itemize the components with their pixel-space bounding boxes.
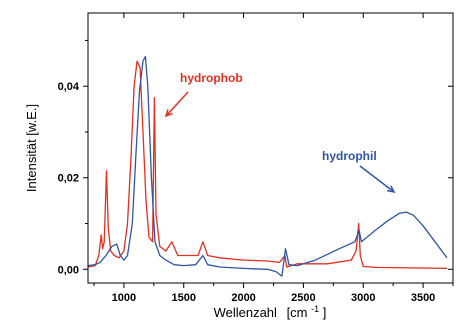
x-tick-label: 2500 [291,292,315,304]
x-axis-label: Wellenzahl [cm -1 ] [214,300,327,320]
x-tick-label: 1500 [171,292,195,304]
hydrophob-arrow-head [164,109,173,118]
x-tick-label: 1000 [112,292,136,304]
hydrophob-arrow [165,91,189,117]
hydrophil-arrow-head [386,185,396,194]
x-axis-label-main: Wellenzahl [214,305,277,320]
series-line-hydrophob [87,60,448,270]
x-tick-label: 2000 [231,292,255,304]
y-tick-label: 0,00 [58,264,79,276]
x-axis-label-unit: [cm [287,305,308,320]
y-tick-label: 0,02 [58,173,79,185]
x-axis-label-unit-sup: -1 [311,304,319,314]
hydrophil-annotation: hydrophil [322,149,377,163]
x-axis-label-unit-close: ] [323,305,327,320]
x-tick-label: 3000 [351,292,375,304]
hydrophil-arrow [359,165,395,193]
hydrophob-annotation: hydrophob [180,71,243,85]
y-axis-label: Intensität [w.E.] [24,104,39,192]
series-line-hydrophil [87,55,448,277]
x-tick-label: 3500 [411,292,435,304]
y-tick-label: 0,04 [58,81,80,93]
plot-frame [87,12,454,284]
